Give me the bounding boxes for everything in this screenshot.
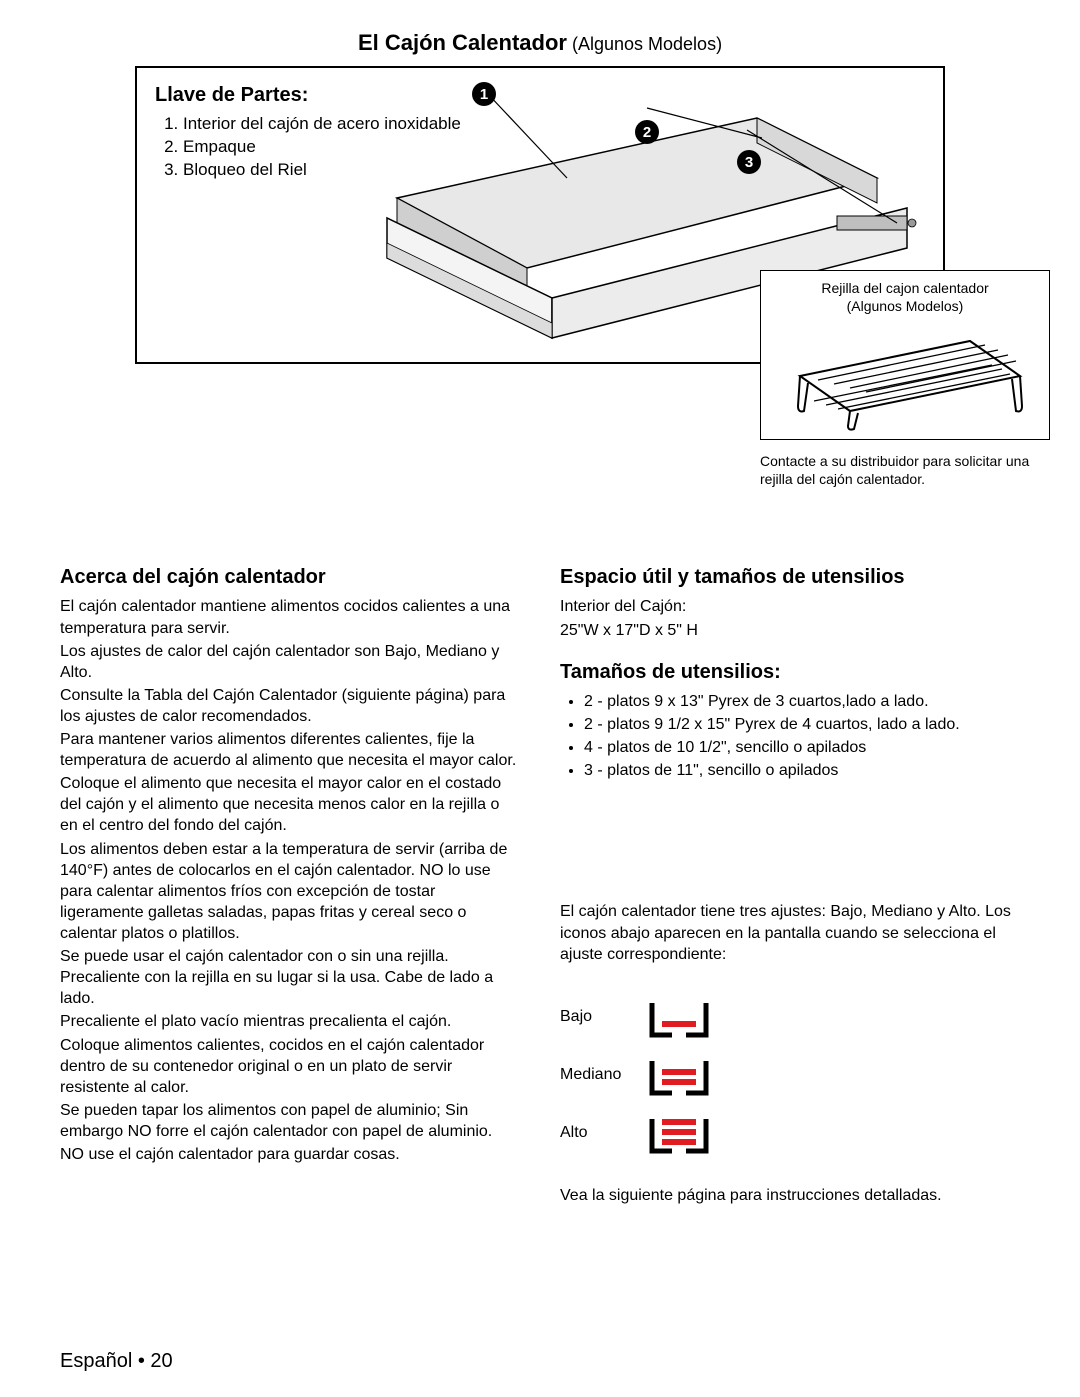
sizes-heading: Tamaños de utensilios:: [560, 659, 1020, 685]
rack-note: Contacte a su distribuidor para solicita…: [760, 452, 1050, 488]
size-item: 3 - platos de 11", sencillo o apilados: [584, 760, 1020, 781]
setting-label: Alto: [560, 1122, 630, 1143]
space-heading: Espacio útil y tamaños de utensilios: [560, 564, 1020, 590]
left-column: Acerca del cajón calentador El cajón cal…: [60, 564, 520, 1208]
size-item: 2 - platos 9 x 13" Pyrex de 3 cuartos,la…: [584, 691, 1020, 712]
setting-icon-alto: [648, 1111, 710, 1155]
para: Coloque alimentos calientes, cocidos en …: [60, 1035, 520, 1098]
callout-3: 3: [737, 150, 761, 174]
setting-label: Bajo: [560, 1006, 630, 1027]
para: Coloque el alimento que necesita el mayo…: [60, 773, 520, 836]
setting-icon-bajo: [648, 995, 710, 1039]
title-bold: El Cajón Calentador: [358, 30, 567, 55]
setting-row-bajo: Bajo: [560, 995, 1020, 1039]
para: NO use el cajón calentador para guardar …: [60, 1144, 520, 1165]
para: Se puede usar el cajón calentador con o …: [60, 946, 520, 1009]
size-item: 4 - platos de 10 1/2", sencillo o apilad…: [584, 737, 1020, 758]
setting-row-mediano: Mediano: [560, 1053, 1020, 1097]
para: Consulte la Tabla del Cajón Calentador (…: [60, 685, 520, 727]
settings-intro: El cajón calentador tiene tres ajustes: …: [560, 901, 1020, 964]
setting-label: Mediano: [560, 1064, 630, 1085]
para: Los ajustes de calor del cajón calentado…: [60, 641, 520, 683]
size-item: 2 - platos 9 1/2 x 15" Pyrex de 4 cuarto…: [584, 714, 1020, 735]
rack-box: Rejilla del cajon calentador (Algunos Mo…: [760, 270, 1050, 440]
settings-table: Bajo Mediano Alto: [560, 995, 1020, 1155]
title-light: (Algunos Modelos): [567, 34, 722, 54]
page-footer: Español • 20: [60, 1350, 173, 1373]
para: El cajón calentador mantiene alimentos c…: [60, 596, 520, 638]
right-column: Espacio útil y tamaños de utensilios Int…: [560, 564, 1020, 1208]
para: Precaliente el plato vacío mientras prec…: [60, 1011, 520, 1032]
rack-caption: Rejilla del cajon calentador (Algunos Mo…: [761, 271, 1049, 315]
next-page-note: Vea la siguiente página para instruccion…: [560, 1185, 1020, 1206]
setting-row-alto: Alto: [560, 1111, 1020, 1155]
para: Los alimentos deben estar a la temperatu…: [60, 839, 520, 945]
interior-label: Interior del Cajón:: [560, 596, 1020, 617]
para: Se pueden tapar los alimentos con papel …: [60, 1100, 520, 1142]
para: Para mantener varios alimentos diferente…: [60, 729, 520, 771]
page-title: El Cajón Calentador (Algunos Modelos): [60, 30, 1020, 56]
sizes-list: 2 - platos 9 x 13" Pyrex de 3 cuartos,la…: [584, 691, 1020, 781]
interior-dim: 25"W x 17"D x 5" H: [560, 620, 1020, 641]
rack-illustration: [780, 321, 1030, 431]
callout-2: 2: [635, 120, 659, 144]
about-heading: Acerca del cajón calentador: [60, 564, 520, 590]
setting-icon-mediano: [648, 1053, 710, 1097]
columns: Acerca del cajón calentador El cajón cal…: [60, 564, 1020, 1208]
callout-1: 1: [472, 82, 496, 106]
